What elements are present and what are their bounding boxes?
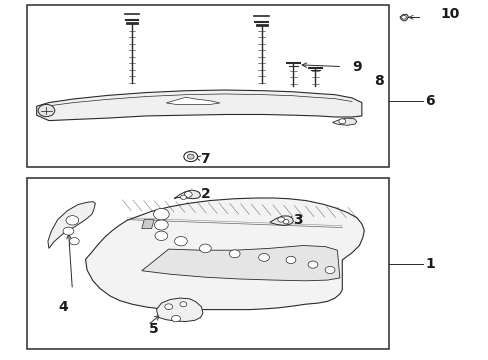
Text: 3: 3 xyxy=(293,213,303,226)
Circle shape xyxy=(180,302,186,307)
Polygon shape xyxy=(399,14,407,21)
Bar xyxy=(27,178,388,349)
Polygon shape xyxy=(142,246,339,281)
Circle shape xyxy=(338,119,345,124)
Circle shape xyxy=(171,315,180,322)
Circle shape xyxy=(154,220,168,230)
Circle shape xyxy=(183,152,197,162)
Circle shape xyxy=(199,244,211,253)
Circle shape xyxy=(307,261,317,268)
Polygon shape xyxy=(142,220,154,229)
Circle shape xyxy=(283,220,288,224)
Text: 6: 6 xyxy=(425,94,434,108)
Circle shape xyxy=(69,238,79,245)
Circle shape xyxy=(229,250,240,258)
Circle shape xyxy=(164,304,172,310)
Text: 8: 8 xyxy=(373,74,383,88)
Circle shape xyxy=(38,104,55,117)
Circle shape xyxy=(155,231,167,240)
Polygon shape xyxy=(156,298,203,321)
Polygon shape xyxy=(332,118,356,125)
Polygon shape xyxy=(48,202,95,248)
Polygon shape xyxy=(37,90,361,121)
Polygon shape xyxy=(85,198,364,310)
Polygon shape xyxy=(174,190,200,199)
Circle shape xyxy=(153,208,169,220)
Text: 2: 2 xyxy=(200,188,210,201)
Polygon shape xyxy=(166,97,220,104)
Circle shape xyxy=(174,237,187,246)
Circle shape xyxy=(184,192,192,197)
Text: 10: 10 xyxy=(439,8,459,21)
Bar xyxy=(27,5,388,167)
Text: 7: 7 xyxy=(200,152,210,166)
Text: 4: 4 xyxy=(59,300,68,314)
Circle shape xyxy=(63,227,74,235)
Circle shape xyxy=(180,195,186,199)
Polygon shape xyxy=(269,216,293,225)
Text: 5: 5 xyxy=(149,322,159,336)
Circle shape xyxy=(187,154,194,159)
Circle shape xyxy=(258,253,269,261)
Text: 1: 1 xyxy=(425,257,434,270)
Circle shape xyxy=(277,217,284,222)
Circle shape xyxy=(401,15,406,19)
Circle shape xyxy=(325,266,334,274)
Circle shape xyxy=(66,216,79,225)
Text: 9: 9 xyxy=(351,60,361,73)
Circle shape xyxy=(285,256,295,264)
